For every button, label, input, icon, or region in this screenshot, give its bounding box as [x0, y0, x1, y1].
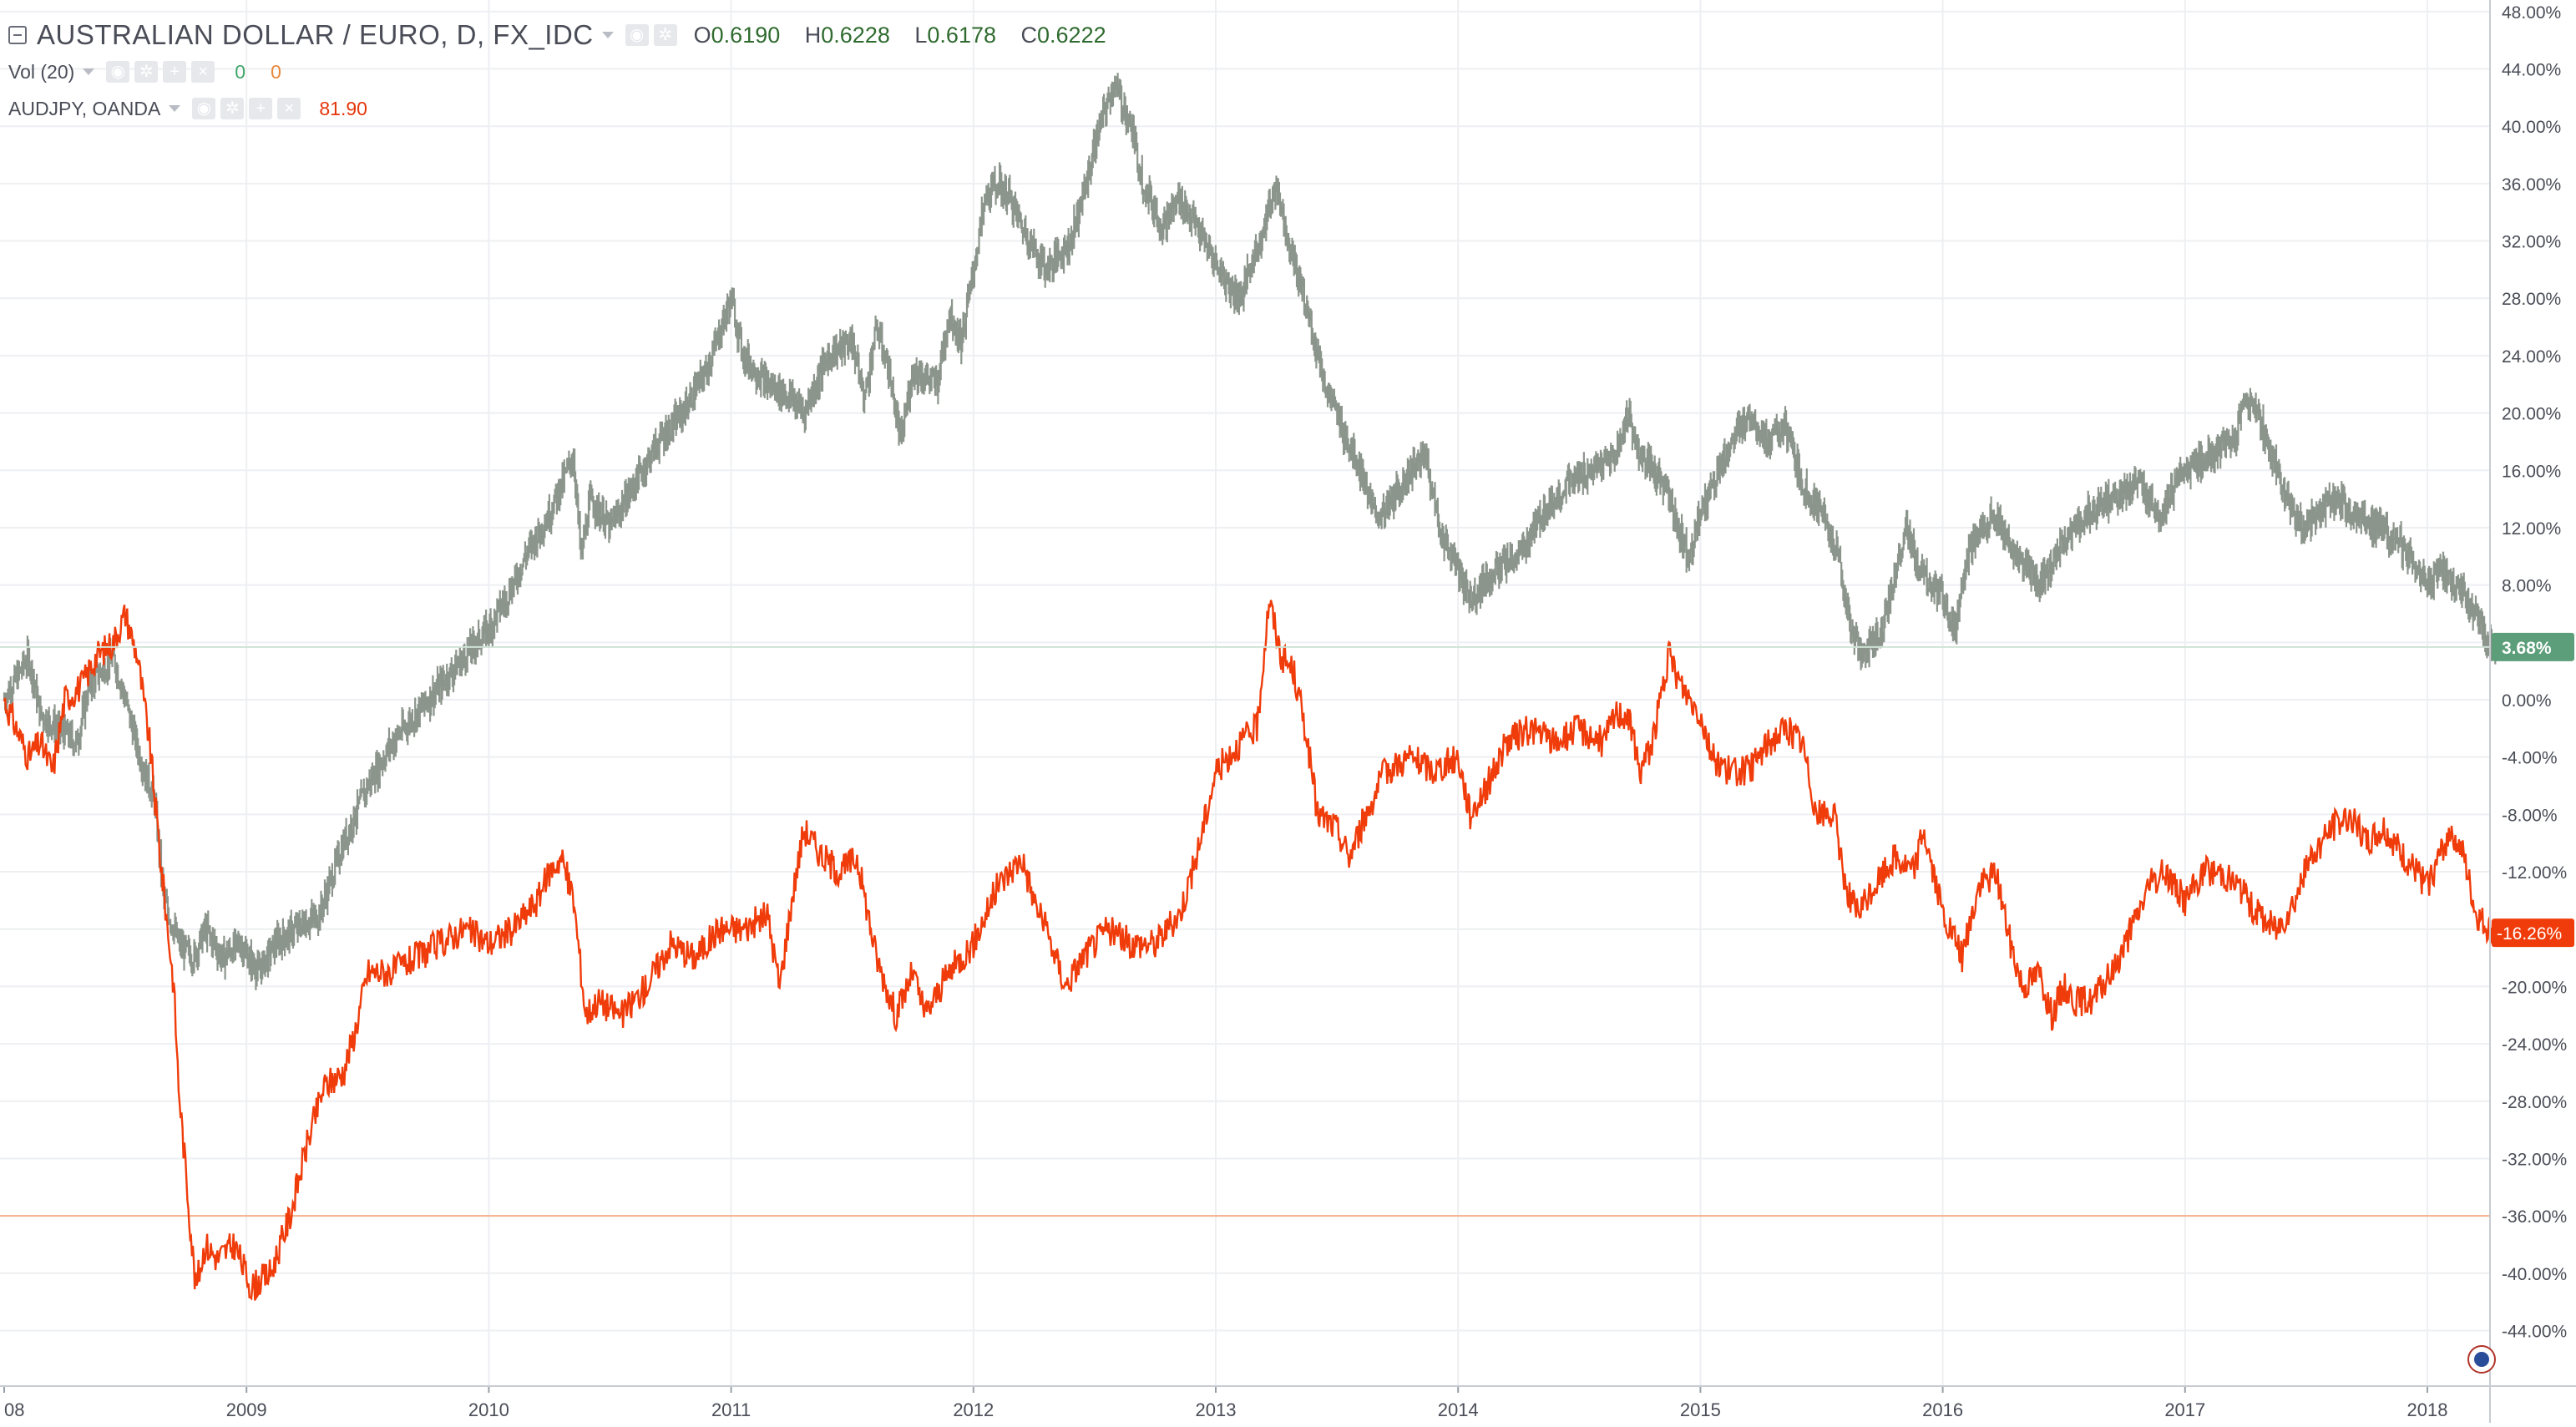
collapse-icon[interactable] — [8, 26, 27, 44]
y-tick-label: -24.00% — [2502, 1035, 2567, 1055]
last-value-badge-green: 3.68% — [2492, 633, 2574, 661]
flag-icon-center — [2474, 1352, 2489, 1367]
plus-icon[interactable]: + — [249, 98, 272, 119]
chevron-down-icon[interactable] — [169, 105, 180, 112]
x-tick-label: 2015 — [1680, 1399, 1721, 1420]
y-tick-label: 0.00% — [2502, 691, 2552, 711]
y-tick-label: 16.00% — [2502, 462, 2561, 481]
y-tick-label: 32.00% — [2502, 233, 2561, 252]
x-tick-label: 2014 — [1438, 1399, 1479, 1420]
volume-ma-value: 0 — [271, 61, 281, 83]
chevron-down-icon[interactable] — [602, 32, 614, 38]
audjpy-series — [4, 600, 2495, 1301]
main-series-title[interactable]: AUSTRALIAN DOLLAR / EURO, D, FX_IDC — [37, 19, 594, 51]
ohlc-open-key: O — [694, 23, 711, 48]
audeur-candle-wicks — [4, 73, 2495, 990]
main-series-legend: AUSTRALIAN DOLLAR / EURO, D, FX_IDC ◉ ✲ … — [8, 17, 1125, 53]
grid-lines — [0, 0, 2490, 1386]
chevron-down-icon[interactable] — [83, 68, 94, 75]
volume-legend: Vol (20) ◉ ✲ + × 0 0 — [8, 53, 1125, 90]
ohlc-low-value: 0.6178 — [927, 23, 996, 48]
audjpy-line — [4, 600, 2495, 1301]
flag-icon — [2468, 1346, 2495, 1373]
y-tick-label: -32.00% — [2502, 1150, 2567, 1169]
ohlc-low-key: L — [914, 23, 927, 48]
y-tick-label: 28.00% — [2502, 290, 2561, 309]
x-tick-label: 2011 — [711, 1399, 751, 1420]
plus-icon[interactable]: + — [163, 61, 186, 83]
y-tick-label: 20.00% — [2502, 405, 2561, 424]
last-value-label: 3.68% — [2502, 639, 2552, 658]
y-tick-label: 40.00% — [2502, 118, 2561, 137]
x-tick-label: 2009 — [226, 1399, 267, 1420]
last-value-label: -16.26% — [2497, 924, 2562, 944]
y-tick-label: -36.00% — [2502, 1207, 2567, 1227]
y-tick-label: 44.00% — [2502, 61, 2561, 80]
x-tick-label: 08 — [4, 1399, 24, 1420]
y-tick-label: -12.00% — [2502, 863, 2567, 883]
y-tick-label: 48.00% — [2502, 3, 2561, 23]
x-tick-label: 2010 — [468, 1399, 509, 1420]
y-tick-label: -28.00% — [2502, 1093, 2567, 1112]
ohlc-close-key: C — [1021, 23, 1038, 48]
ohlc-values: O0.6190 H0.6228 L0.6178 C0.6222 — [694, 23, 1125, 48]
ohlc-close-value: 0.6222 — [1037, 23, 1106, 48]
volume-label[interactable]: Vol (20) — [8, 61, 74, 83]
x-tick-label: 2017 — [2164, 1399, 2205, 1420]
y-tick-label: 12.00% — [2502, 519, 2561, 539]
y-tick-label: -4.00% — [2502, 749, 2558, 768]
y-tick-label: -20.00% — [2502, 978, 2567, 997]
compare-label[interactable]: AUDJPY, OANDA — [8, 98, 160, 120]
y-tick-label: -40.00% — [2502, 1265, 2567, 1284]
x-tick-label: 2013 — [1196, 1399, 1237, 1420]
compare-value: 81.90 — [319, 98, 367, 120]
gear-icon[interactable]: ✲ — [220, 98, 244, 119]
eye-icon[interactable]: ◉ — [106, 61, 129, 83]
x-tick-label: 2018 — [2407, 1399, 2448, 1420]
eye-icon[interactable]: ◉ — [625, 24, 649, 46]
x-tick-label: 2012 — [953, 1399, 994, 1420]
legend: AUSTRALIAN DOLLAR / EURO, D, FX_IDC ◉ ✲ … — [8, 17, 1125, 127]
x-tick-label: 2016 — [1922, 1399, 1963, 1420]
last-value-badge-red: -16.26% — [2492, 918, 2574, 947]
close-icon[interactable]: × — [191, 61, 215, 83]
ohlc-high-key: H — [805, 23, 822, 48]
ohlc-high-value: 0.6228 — [821, 23, 890, 48]
y-tick-label: -44.00% — [2502, 1322, 2567, 1341]
eye-icon[interactable]: ◉ — [192, 98, 215, 119]
volume-value: 0 — [235, 61, 245, 83]
close-icon[interactable]: × — [277, 98, 301, 119]
gear-icon[interactable]: ✲ — [134, 61, 158, 83]
y-tick-label: 36.00% — [2502, 175, 2561, 195]
y-tick-label: 24.00% — [2502, 347, 2561, 367]
gear-icon[interactable]: ✲ — [654, 24, 677, 46]
compare-legend: AUDJPY, OANDA ◉ ✲ + × 81.90 — [8, 90, 1125, 127]
ohlc-open-value: 0.6190 — [711, 23, 781, 48]
y-tick-label: -8.00% — [2502, 806, 2558, 825]
audeur-candles — [4, 73, 2495, 990]
series-layer — [0, 73, 2495, 1300]
y-tick-label: 8.00% — [2502, 577, 2552, 596]
